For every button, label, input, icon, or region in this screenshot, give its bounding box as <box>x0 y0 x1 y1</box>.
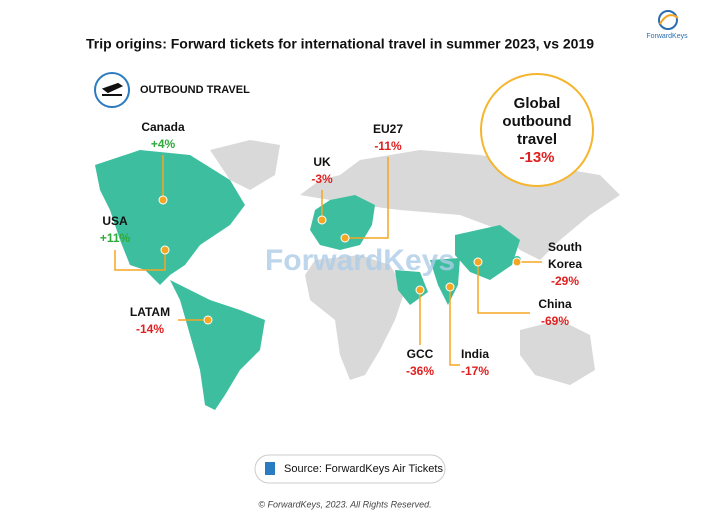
region-dot <box>512 257 522 267</box>
region-name: South <box>548 240 582 254</box>
global-change: -13% <box>519 149 554 166</box>
watermark: ForwardKeys <box>265 244 455 277</box>
region-name: USA <box>102 214 128 228</box>
region-change: -14% <box>136 322 164 336</box>
region-dot <box>473 257 483 267</box>
region-change: -17% <box>461 364 489 378</box>
region-dot <box>445 282 455 292</box>
region-change: +4% <box>151 137 176 151</box>
leader-line <box>477 262 530 314</box>
source-pill: Source: ForwardKeys Air Tickets <box>254 454 446 484</box>
region-name: Korea <box>548 257 582 271</box>
region-dot <box>158 195 168 205</box>
region-dot <box>415 285 425 295</box>
copyright: © ForwardKeys, 2023. All Rights Reserved… <box>258 499 431 509</box>
logo-text: ForwardKeys <box>646 33 688 40</box>
badge-label: OUTBOUND TRAVEL <box>140 84 250 96</box>
leader-line <box>345 157 389 239</box>
badge: OUTBOUND TRAVEL <box>94 72 250 108</box>
region-dot <box>203 315 213 325</box>
region-change: +11% <box>100 231 131 245</box>
title: Trip origins: Forward tickets for intern… <box>86 36 594 52</box>
region-dot <box>340 233 350 243</box>
region-name: China <box>538 297 572 311</box>
global-label: outbound <box>502 113 571 130</box>
region-name: India <box>461 347 489 361</box>
region-name: Canada <box>141 120 185 134</box>
region-change: -69% <box>541 314 569 328</box>
leader-line <box>449 287 460 366</box>
logo: ForwardKeys <box>646 10 688 40</box>
source: Source: ForwardKeys Air Tickets <box>284 463 443 475</box>
global-label: Global <box>514 95 561 112</box>
region-change: -29% <box>551 274 579 288</box>
global-bubble <box>480 73 594 187</box>
region-name: GCC <box>407 347 434 361</box>
region-name: UK <box>313 155 331 169</box>
leader-line <box>114 250 166 271</box>
region-change: -11% <box>374 139 402 153</box>
region-change: -36% <box>406 364 434 378</box>
global-label: travel <box>517 131 557 148</box>
region-name: EU27 <box>373 122 403 136</box>
region-dot <box>160 245 170 255</box>
region-dot <box>317 215 327 225</box>
region-name: LATAM <box>130 305 170 319</box>
region-change: -3% <box>311 172 333 186</box>
